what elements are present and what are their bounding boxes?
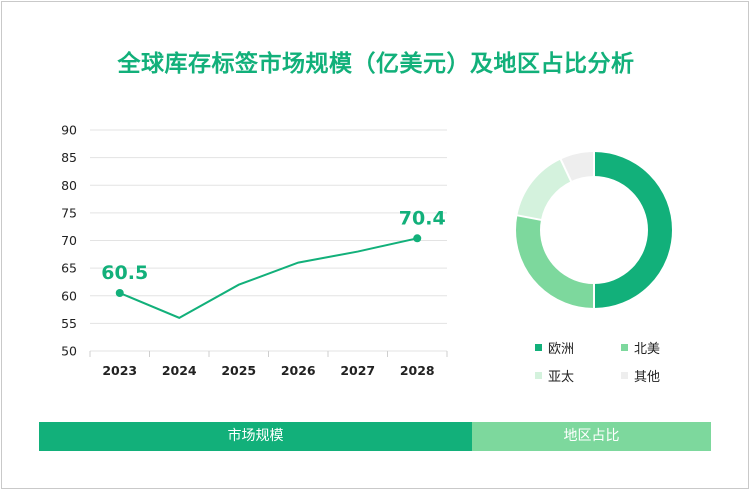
data-point xyxy=(115,288,124,297)
legend-label-asia-pacific: 亚太 xyxy=(548,370,575,385)
x-tick-label: 2028 xyxy=(400,363,435,378)
data-label: 60.5 xyxy=(101,262,148,284)
chart-title: 全球库存标签市场规模（亿美元）及地区占比分析 xyxy=(117,51,635,77)
y-tick-label: 70 xyxy=(61,233,77,248)
y-tick-label: 60 xyxy=(61,288,77,303)
x-tick-label: 2026 xyxy=(281,363,316,378)
x-tick-label: 2025 xyxy=(221,363,256,378)
legend-swatch-asia-pacific xyxy=(535,372,542,379)
legend-swatch-north-america xyxy=(621,344,628,351)
y-tick-label: 85 xyxy=(61,150,77,165)
legend-item-asia-pacific: 亚太 xyxy=(535,366,574,385)
y-tick-label: 50 xyxy=(61,344,77,359)
legend-label-europe: 欧洲 xyxy=(548,342,575,357)
y-tick-label: 55 xyxy=(61,316,77,331)
x-tick-label: 2023 xyxy=(102,363,137,378)
donut-legend: 欧洲 北美 亚太 其他 xyxy=(535,338,705,388)
donut-separator xyxy=(516,214,543,222)
donut-separator xyxy=(559,158,573,183)
legend-label-north-america: 北美 xyxy=(634,342,661,357)
donut-slice-north-america xyxy=(516,152,672,308)
legend-item-europe: 欧洲 xyxy=(535,338,574,357)
legend-swatch-europe xyxy=(535,344,542,351)
footer-market-size-bar: 市场规模 xyxy=(39,422,472,451)
y-tick-label: 90 xyxy=(61,123,77,138)
data-point xyxy=(413,234,422,243)
legend-label-other: 其他 xyxy=(634,370,661,385)
x-tick-label: 2027 xyxy=(340,363,375,378)
data-label: 70.4 xyxy=(399,207,446,229)
legend-item-other: 其他 xyxy=(621,366,660,385)
y-tick-label: 65 xyxy=(61,261,77,276)
series-line xyxy=(119,237,418,319)
legend-item-north-america: 北美 xyxy=(621,338,660,357)
x-tick-label: 2024 xyxy=(162,363,197,378)
y-tick-label: 75 xyxy=(61,205,77,220)
footer-regional-share-bar: 地区占比 xyxy=(472,422,711,451)
legend-swatch-other xyxy=(621,372,628,379)
y-tick-label: 80 xyxy=(61,178,77,193)
